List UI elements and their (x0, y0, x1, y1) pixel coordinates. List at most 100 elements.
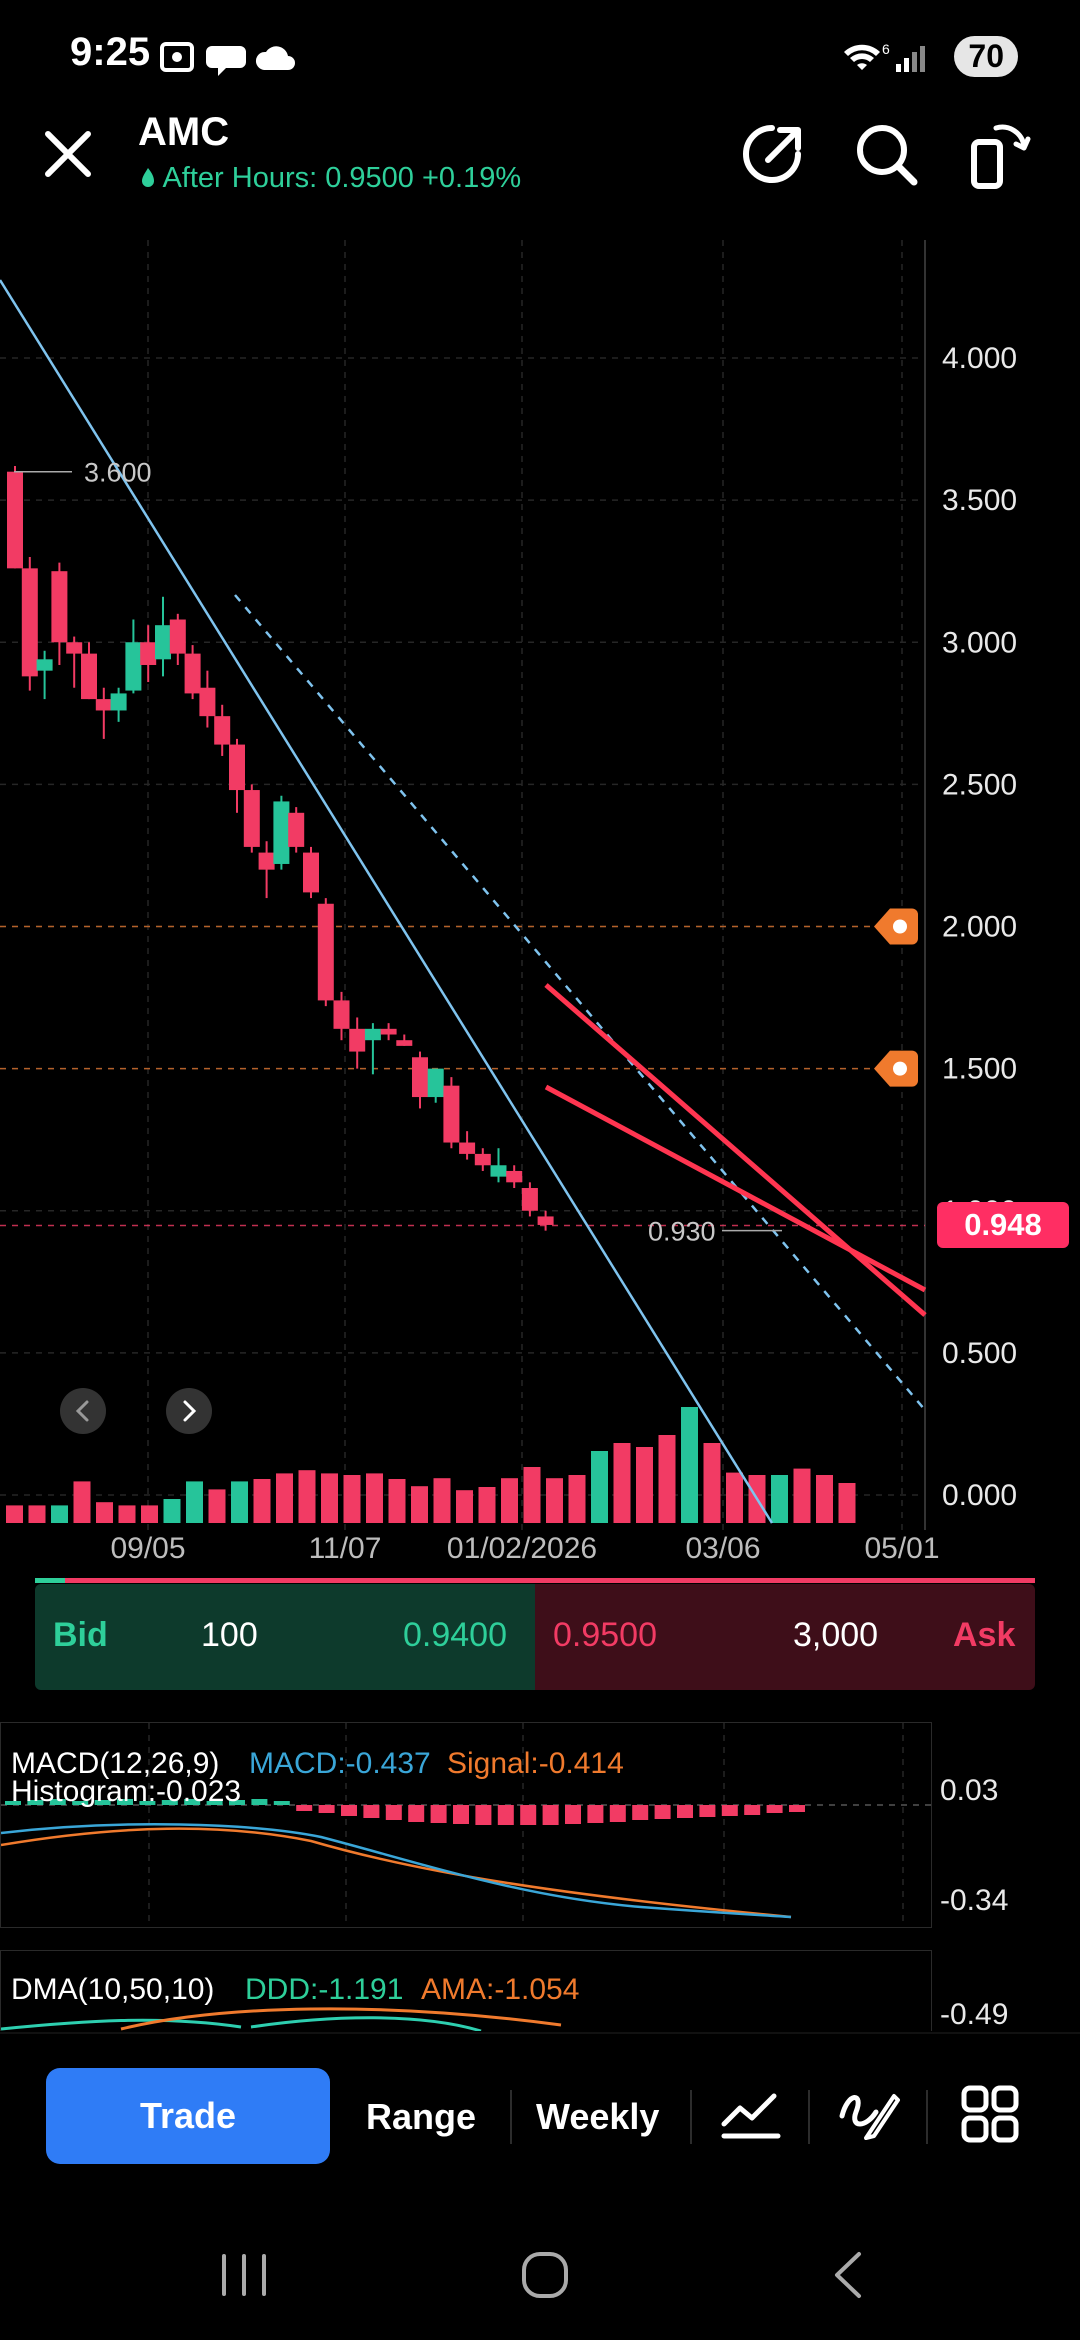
y-tick-label: 0.000 (942, 1479, 1017, 1512)
trendline (0, 279, 774, 1524)
candle-body (412, 1057, 428, 1098)
low-price-label: 0.930 (648, 1217, 716, 1247)
ticker-symbol: AMC (138, 110, 230, 154)
volume-bar (343, 1475, 361, 1523)
histogram-bar (273, 1801, 290, 1805)
weekly-tab[interactable]: Weekly (536, 2096, 660, 2137)
histogram-bar (251, 1799, 268, 1805)
histogram-bar (587, 1805, 604, 1823)
ask-ratio-bar (65, 1578, 1035, 1583)
candle-body (51, 571, 68, 643)
volume-bar (208, 1489, 226, 1523)
bid-side[interactable]: Bid 100 0.9400 (35, 1584, 535, 1690)
back-icon[interactable] (815, 2240, 885, 2310)
battery-level: 70 (954, 36, 1018, 77)
y-tick-label: 0.500 (942, 1337, 1017, 1370)
candle-body (36, 659, 53, 671)
flame-icon (142, 168, 154, 187)
histogram-bar (430, 1805, 447, 1823)
share-icon[interactable] (738, 120, 808, 190)
candle-body (7, 471, 23, 569)
recent-apps-icon[interactable] (210, 2240, 280, 2310)
histogram-bar (139, 1801, 156, 1805)
candle-body (21, 568, 38, 677)
bid-ratio-bar (35, 1578, 65, 1583)
histogram-bar (408, 1805, 425, 1822)
macd-line (1, 1823, 792, 1919)
volume-bar (838, 1483, 856, 1523)
histogram-bar (341, 1805, 357, 1816)
macd-panel[interactable]: MACD(12,26,9) MACD:-0.437 Signal:-0.414 … (0, 1722, 932, 1928)
histogram-bar (72, 1801, 89, 1805)
range-tab[interactable]: Range (366, 2096, 477, 2137)
volume-bar (546, 1478, 563, 1523)
indicator-icon[interactable] (718, 2084, 784, 2144)
candle-body (303, 852, 319, 893)
trade-button[interactable]: Trade (46, 2068, 330, 2164)
candle-body (169, 619, 186, 654)
histogram-bar (542, 1805, 559, 1825)
histogram-bar (49, 1799, 66, 1805)
candle-body (364, 1028, 381, 1041)
ddd-value: DDD:-1.191 (245, 1973, 404, 2006)
histogram-bar (565, 1805, 581, 1824)
candle-body (317, 903, 334, 1001)
volume-bar (96, 1502, 113, 1523)
histogram-bar (453, 1805, 469, 1824)
macd-title: MACD(12,26,9) (11, 1747, 220, 1780)
dma-panel[interactable]: DMA(10,50,10) DDD:-1.191 AMA:-1.054 (0, 1950, 932, 2031)
volume-bar (591, 1451, 608, 1523)
histogram-bar (206, 1801, 223, 1805)
x-tick-label: 09/05 (110, 1532, 185, 1565)
candle-body (349, 1028, 366, 1052)
candle-body (521, 1188, 538, 1211)
scroll-left-button[interactable] (60, 1388, 106, 1434)
candle-body (288, 812, 305, 847)
candle-body (125, 642, 142, 691)
price-chart[interactable]: 4.0003.5003.0002.5002.0001.5001.0000.500… (0, 240, 1080, 1580)
draw-icon[interactable] (836, 2082, 902, 2146)
histogram-bar (363, 1805, 380, 1818)
histogram-bar (318, 1805, 335, 1813)
candle-body (110, 693, 127, 711)
histogram-bar (161, 1800, 178, 1805)
toolbar-separator (926, 2090, 928, 2144)
volume-bar (793, 1468, 811, 1523)
histogram-bar (744, 1805, 761, 1815)
candle-body (443, 1085, 460, 1143)
histogram-bar (117, 1799, 133, 1805)
bid-ask-panel[interactable]: Bid 100 0.9400 0.9500 3,000 Ask (35, 1584, 1035, 1690)
volume-bar (816, 1475, 833, 1523)
close-icon[interactable] (38, 124, 98, 184)
signal-icons: 6 (844, 41, 925, 72)
histogram-bar (677, 1805, 693, 1818)
histogram-bar (27, 1800, 44, 1805)
macd-y-top: 0.03 (940, 1774, 999, 1807)
candle-body (427, 1068, 444, 1098)
histogram-bar (609, 1805, 626, 1822)
signal-line (1, 1827, 792, 1919)
volume-bar (726, 1472, 743, 1523)
bid-price: 0.9400 (403, 1616, 507, 1654)
dashed-trendline (234, 594, 926, 1411)
candle-body (199, 687, 216, 717)
ask-side[interactable]: 0.9500 3,000 Ask (535, 1584, 1035, 1690)
wedge-lower-line (544, 1084, 927, 1293)
candle-body (95, 699, 112, 711)
more-grid-icon[interactable] (958, 2082, 1022, 2146)
histogram-bar (632, 1805, 649, 1820)
search-icon[interactable] (852, 120, 922, 190)
volume-bar (118, 1505, 136, 1523)
rotate-icon[interactable] (966, 118, 1036, 192)
volume-bar (28, 1505, 46, 1523)
ask-size: 3,000 (793, 1616, 879, 1654)
histogram-value: Histogram:-0.023 (11, 1775, 242, 1808)
volume-bar (681, 1407, 698, 1523)
volume-bar (703, 1443, 721, 1523)
candle-body (380, 1028, 397, 1035)
histogram-bar (520, 1805, 537, 1825)
home-icon[interactable] (510, 2240, 580, 2310)
candle-body (140, 642, 157, 665)
notification-icons (160, 42, 295, 76)
scroll-right-button[interactable] (166, 1388, 212, 1434)
